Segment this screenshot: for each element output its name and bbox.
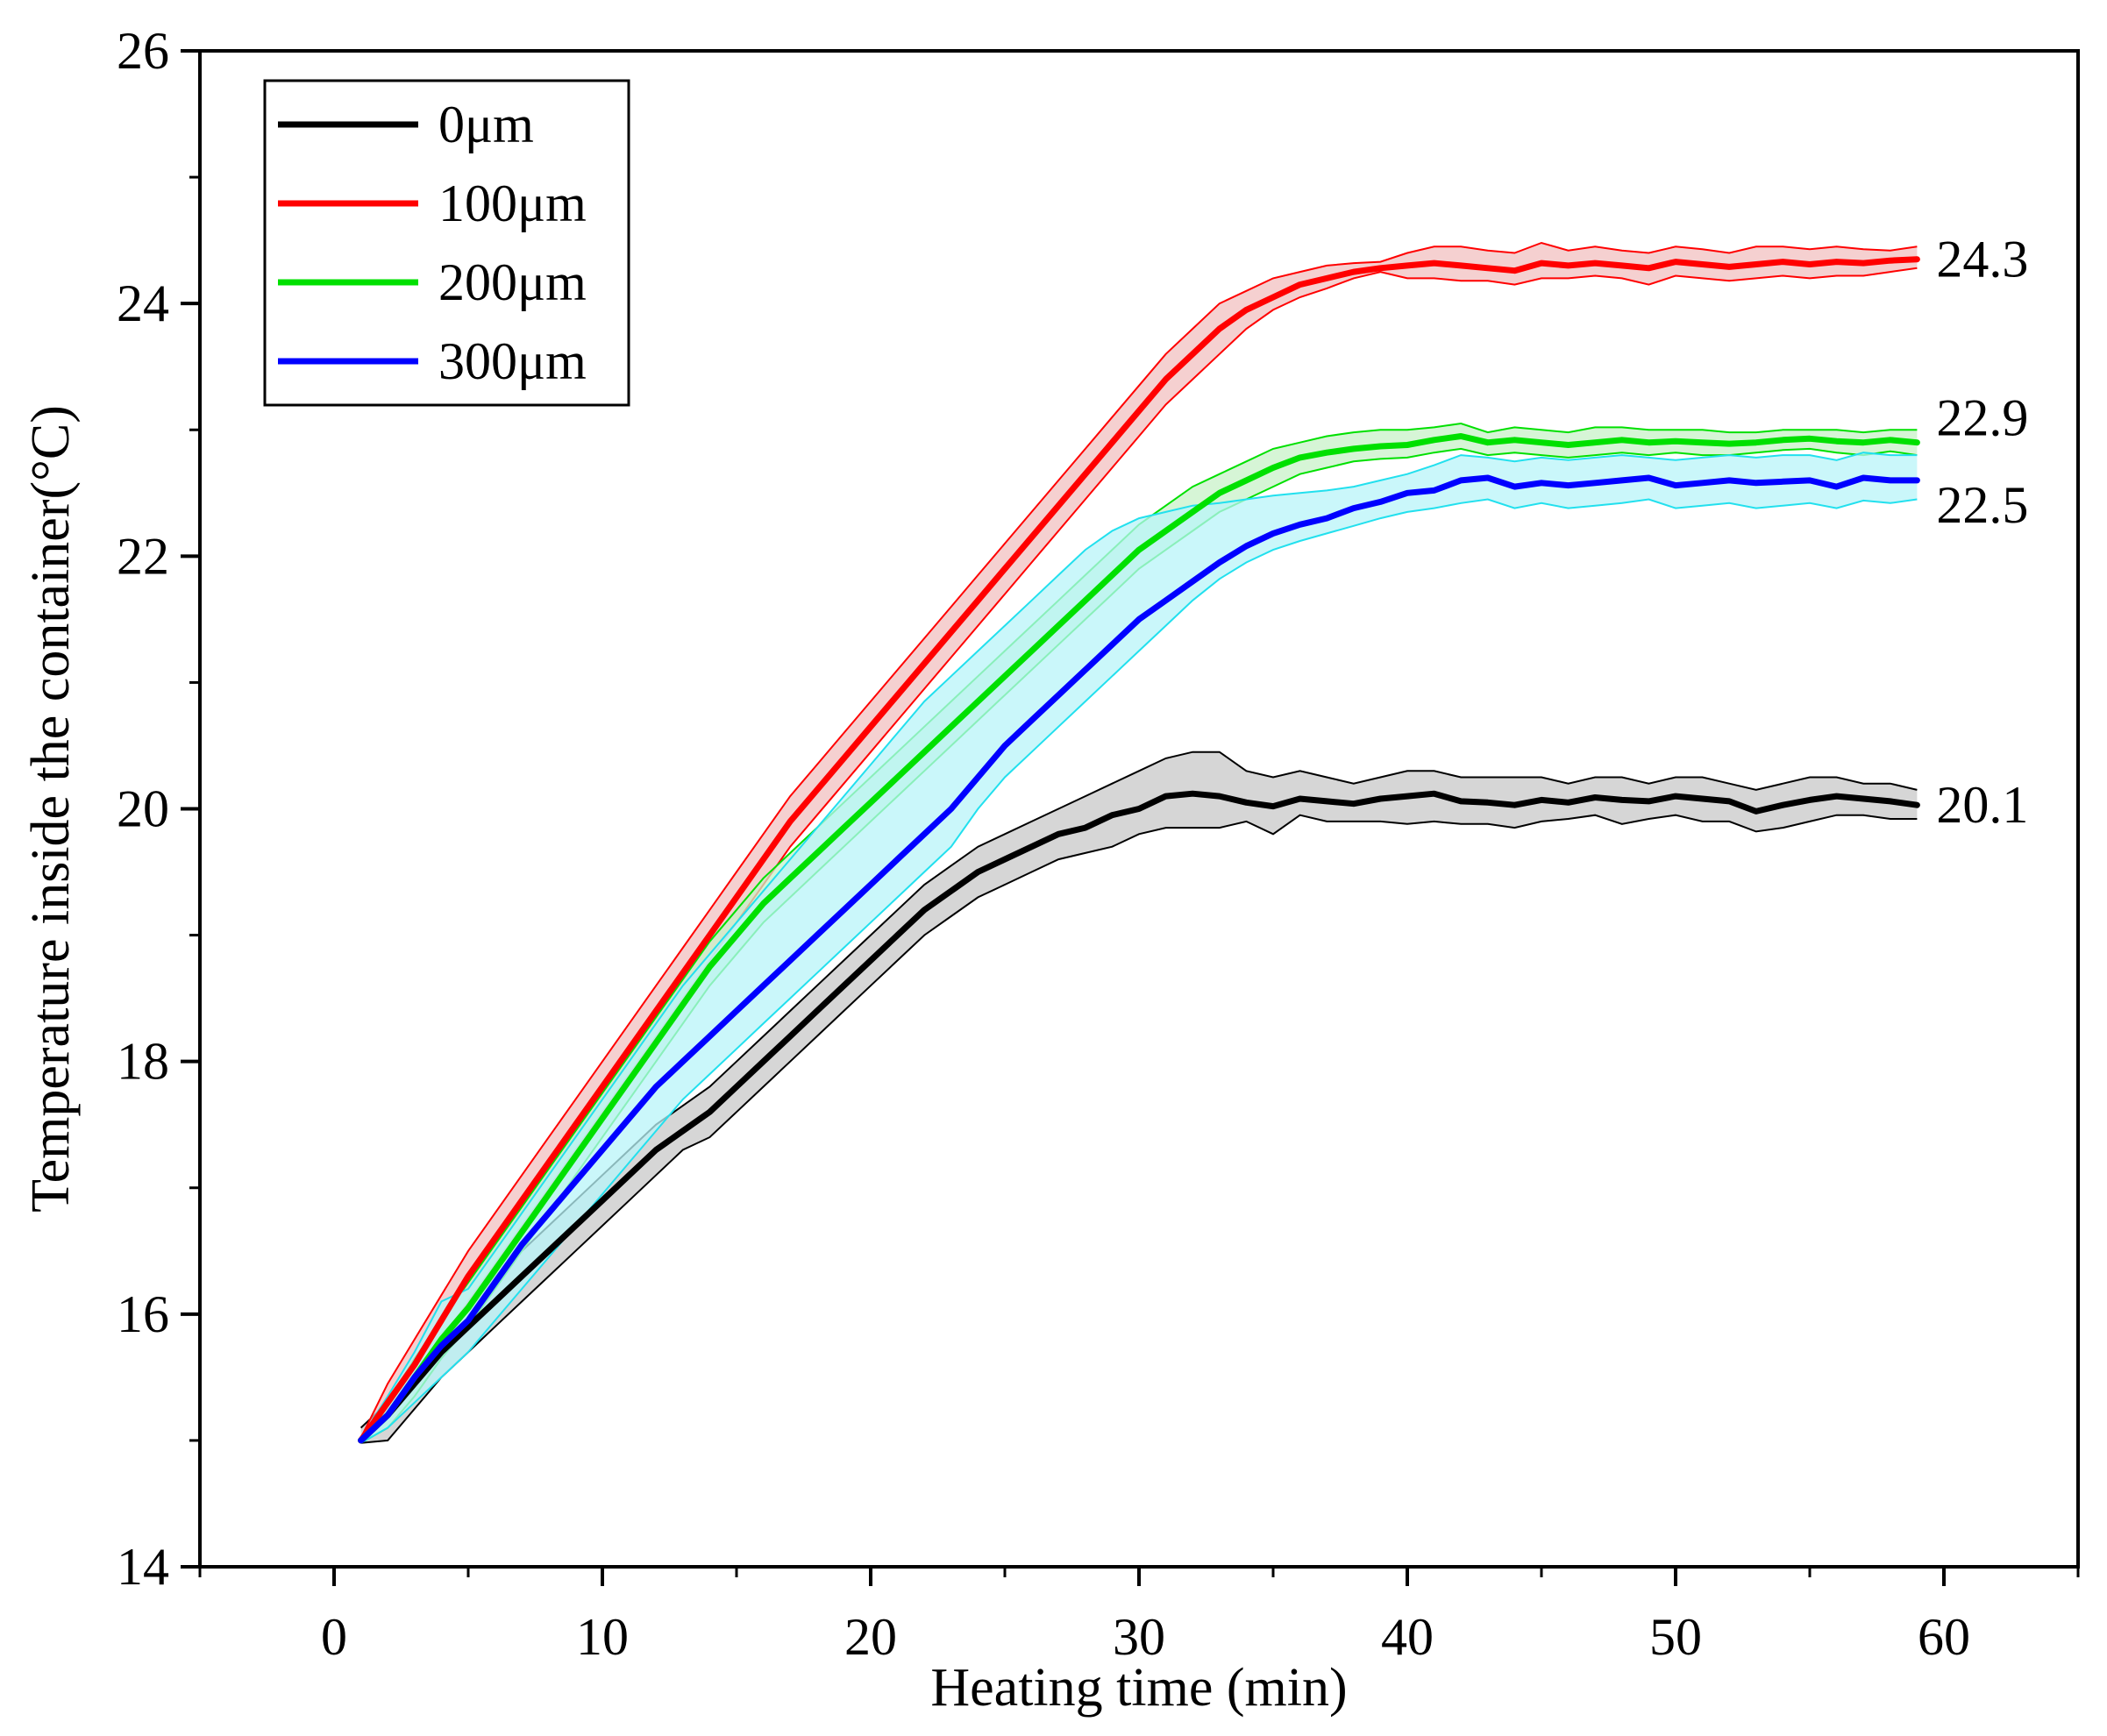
band-lower-edge-3 <box>360 498 1918 1444</box>
end-label-3: 22.5 <box>1936 476 2028 534</box>
series-line-0 <box>358 790 1920 1444</box>
band-3 <box>360 452 1918 1443</box>
y-tick-label: 22 <box>117 527 169 585</box>
y-axis: 14 16 18 20 22 24 26 <box>117 22 200 1596</box>
legend-label-0: 0μm <box>438 96 534 153</box>
legend-label-2: 200μm <box>438 253 587 311</box>
x-tick-label: 30 <box>1113 1608 1165 1666</box>
end-label-2: 22.9 <box>1936 389 2028 447</box>
x-axis: 0 10 20 30 40 50 60 <box>198 1567 2080 1666</box>
y-tick-label: 18 <box>117 1033 169 1091</box>
end-label-1: 24.3 <box>1936 231 2028 288</box>
x-tick-label: 20 <box>844 1608 897 1666</box>
y-tick-label: 26 <box>117 22 169 80</box>
x-tick-label: 0 <box>321 1608 347 1666</box>
x-tick-label: 50 <box>1649 1608 1702 1666</box>
confidence-bands <box>359 241 1918 1444</box>
y-tick-label: 16 <box>117 1285 169 1343</box>
x-tick-label: 60 <box>1918 1608 1970 1666</box>
y-tick-label: 14 <box>117 1538 169 1596</box>
x-tick-label: 10 <box>576 1608 629 1666</box>
series-line-2 <box>358 433 1920 1444</box>
band-upper-edge-1 <box>359 241 1918 1439</box>
x-tick-label: 40 <box>1381 1608 1434 1666</box>
band-lower-edge-0 <box>360 814 1918 1444</box>
band-0 <box>360 751 1918 1443</box>
y-tick-label: 20 <box>117 780 169 838</box>
band-upper-edge-3 <box>359 452 1918 1439</box>
series-line-1 <box>358 256 1920 1444</box>
band-1 <box>360 243 1918 1443</box>
end-value-labels: 20.1 24.3 22.9 22.5 <box>1936 231 2028 834</box>
series-line-3 <box>358 474 1920 1444</box>
legend-label-1: 100μm <box>438 174 587 232</box>
legend-box <box>263 79 630 407</box>
legend-label-3: 300μm <box>438 332 587 390</box>
y-tick-label: 24 <box>117 274 169 332</box>
series-lines <box>358 256 1920 1444</box>
legend: 0μm 100μm 200μm 300μm <box>263 79 630 407</box>
y-axis-title: Temperature inside the container(°C) <box>21 405 81 1213</box>
end-label-0: 20.1 <box>1936 776 2028 834</box>
x-axis-title: Heating time (min) <box>930 1658 1347 1718</box>
